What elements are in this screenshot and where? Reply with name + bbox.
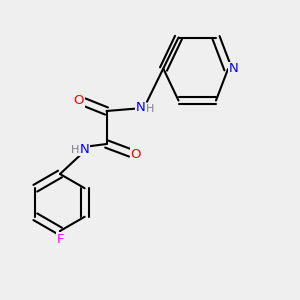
Text: N: N [136,100,145,114]
Text: O: O [131,148,141,161]
Text: N: N [229,62,238,76]
Text: H: H [146,103,154,114]
Text: F: F [56,232,64,246]
Text: O: O [74,94,84,107]
Text: H: H [71,145,79,155]
Text: N: N [80,142,89,156]
